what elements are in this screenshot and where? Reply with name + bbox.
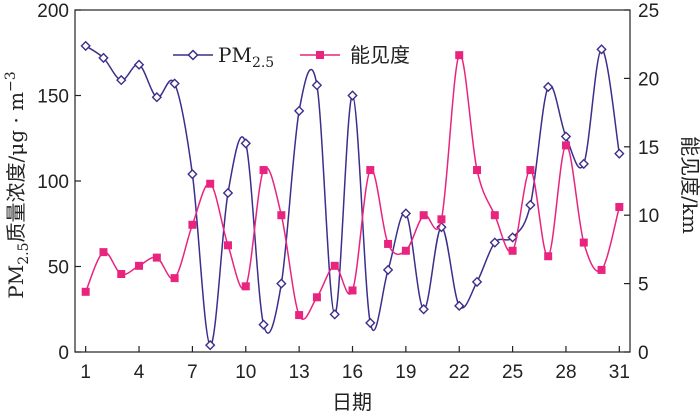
data-point xyxy=(205,339,216,351)
data-point xyxy=(526,166,535,175)
data-point xyxy=(117,270,126,279)
data-point xyxy=(542,81,554,93)
data-point xyxy=(152,253,161,262)
data-point xyxy=(188,220,197,229)
series-0 xyxy=(80,40,625,351)
data-point xyxy=(329,309,340,320)
x-tick-label: 16 xyxy=(342,362,363,383)
x-tick-label: 31 xyxy=(609,362,630,383)
x-tick-label: 4 xyxy=(134,362,145,383)
data-point xyxy=(187,168,198,180)
y-left-tick-label: 0 xyxy=(58,343,69,364)
data-point xyxy=(400,208,412,219)
data-point xyxy=(507,232,518,243)
data-point xyxy=(615,202,624,211)
data-point xyxy=(560,131,572,142)
data-point xyxy=(489,237,500,248)
data-point xyxy=(133,59,145,70)
data-point xyxy=(241,282,250,291)
legend-pm25-marker xyxy=(187,49,199,61)
data-point xyxy=(544,252,553,261)
data-point xyxy=(170,274,179,283)
data-point xyxy=(384,239,393,248)
legend-pm25-label: PM2.5 xyxy=(218,43,274,71)
data-point xyxy=(116,74,127,86)
x-tick-label: 1 xyxy=(80,362,91,383)
x-tick-label: 7 xyxy=(187,362,198,383)
data-point xyxy=(293,105,305,117)
data-point xyxy=(365,317,376,329)
data-point xyxy=(295,311,304,320)
data-point xyxy=(206,179,215,188)
data-point xyxy=(579,238,588,247)
x-tick-label: 19 xyxy=(395,362,416,383)
y-right-tick-label: 20 xyxy=(638,69,659,90)
data-point xyxy=(614,148,625,159)
plot-area: 1 4 7 10 13 16 19 22 25 28 31 0 50 100 150 200 0 5 10 15 20 2… xyxy=(37,1,659,383)
data-point xyxy=(276,278,287,289)
data-point xyxy=(330,261,339,270)
y-right-tick-label: 0 xyxy=(638,343,649,364)
legend-visibility-label: 能见度 xyxy=(350,43,410,67)
data-point xyxy=(561,141,570,150)
series-1 xyxy=(81,51,624,320)
data-point xyxy=(259,166,268,175)
data-point xyxy=(135,261,144,270)
legend-visibility-marker xyxy=(316,51,324,59)
data-point xyxy=(80,40,91,52)
data-point xyxy=(490,211,499,220)
data-point xyxy=(382,264,394,276)
data-point xyxy=(347,90,358,101)
series-line xyxy=(84,54,621,320)
data-point xyxy=(596,44,607,55)
data-point xyxy=(312,293,321,302)
y-right-tick-label: 25 xyxy=(638,1,659,22)
data-point xyxy=(366,166,375,175)
x-tick-label: 28 xyxy=(555,362,576,383)
y-left-tick-label: 100 xyxy=(37,172,69,193)
data-point xyxy=(240,138,251,149)
data-point xyxy=(525,199,536,211)
y-left-tick-label: 50 xyxy=(48,258,69,279)
data-point xyxy=(471,276,483,288)
data-point xyxy=(258,319,269,330)
series-layer xyxy=(80,40,625,351)
data-point xyxy=(311,80,323,91)
x-tick-label: 22 xyxy=(449,362,470,383)
y-axis-right-title: 能见度/km xyxy=(678,136,700,234)
data-point xyxy=(419,211,428,220)
data-point xyxy=(418,304,429,315)
y-axis-left-title: PM2.5质量浓度/μg · m−3 xyxy=(3,71,32,298)
x-axis-title: 日期 xyxy=(332,390,372,414)
legend: PM2.5 能见度 xyxy=(173,43,410,71)
data-point xyxy=(437,215,446,224)
data-point xyxy=(597,265,606,274)
data-point xyxy=(169,78,180,89)
y-left-tick-label: 150 xyxy=(37,87,69,108)
data-point xyxy=(98,52,109,64)
y-right-tick-label: 10 xyxy=(638,206,659,227)
data-point xyxy=(277,211,286,220)
y-right-tick-label: 15 xyxy=(638,138,659,159)
data-point xyxy=(222,187,234,199)
data-point xyxy=(473,166,482,175)
data-point xyxy=(348,286,357,295)
x-tick-label: 13 xyxy=(289,362,310,383)
data-point xyxy=(436,221,447,233)
data-point xyxy=(223,241,232,250)
data-point xyxy=(81,287,90,296)
data-point xyxy=(401,246,410,255)
y-right-tick-label: 5 xyxy=(638,275,649,296)
data-point xyxy=(151,92,163,103)
x-tick-label: 10 xyxy=(235,362,256,383)
data-point xyxy=(508,246,517,255)
data-point xyxy=(454,300,465,312)
y-left-tick-label: 200 xyxy=(37,1,69,22)
x-tick-label: 25 xyxy=(502,362,523,383)
data-point xyxy=(455,51,464,60)
data-point xyxy=(578,158,589,170)
data-point xyxy=(99,248,108,257)
